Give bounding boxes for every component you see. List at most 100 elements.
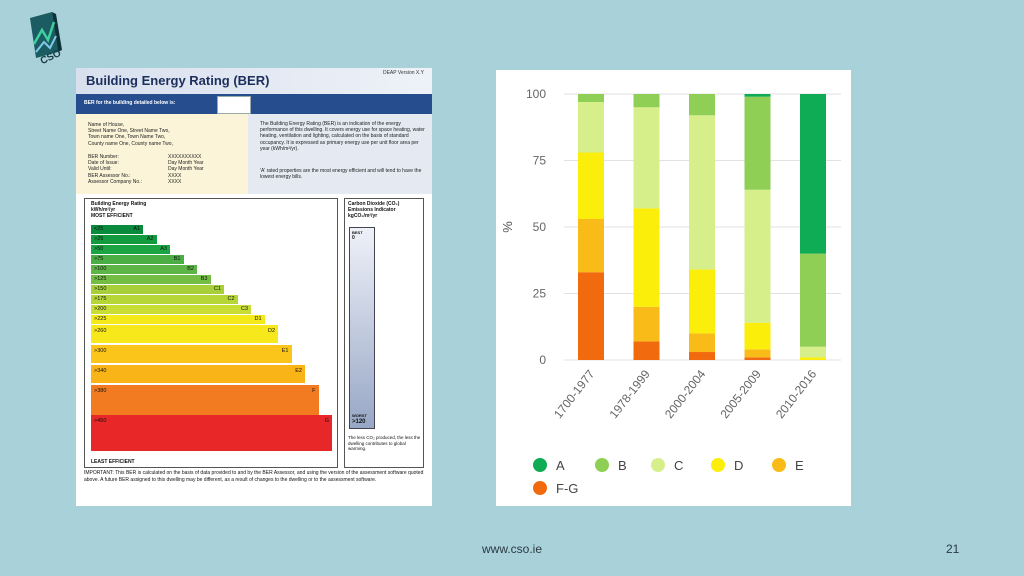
energy-band-c1: >150 C1 [91, 285, 224, 294]
energy-band-label: D2 [267, 328, 275, 334]
legend-swatch-e [772, 458, 786, 472]
x-tick-label: 1978-1999 [606, 367, 653, 421]
ber-description-panel: The Building Energy Rating (BER) is an i… [248, 114, 432, 194]
energy-band-min: >380 [94, 388, 107, 394]
field-row: BER Number: XXXXXXXXXX [88, 154, 248, 160]
scale-title-line: Building Energy Rating [91, 201, 147, 207]
bar-segment-c [578, 101, 604, 153]
bar-segment-c [633, 107, 660, 209]
energy-band-e1: >300 E1 [91, 345, 292, 363]
energy-band-min: >300 [94, 348, 107, 354]
legend-swatch-d [711, 458, 725, 472]
scale-title-line: MOST EFFICIENT [91, 213, 133, 219]
energy-band-min: >150 [94, 286, 107, 292]
bar-segment-f-g [633, 341, 660, 360]
ber-description: The Building Energy Rating (BER) is an i… [260, 121, 425, 152]
legend-swatch-b [595, 458, 609, 472]
energy-band-min: >75 [94, 256, 104, 262]
energy-band-label: A1 [133, 226, 140, 232]
energy-band-min: >100 [94, 266, 107, 272]
bar-segment-b [689, 94, 715, 116]
bar-segment-c [800, 346, 826, 358]
energy-band-label: D1 [254, 316, 262, 322]
energy-band-f: >380 F [91, 385, 319, 415]
bar-segment-e [744, 349, 771, 358]
energy-band-a1: <25 A1 [91, 225, 143, 234]
energy-band-b3: >125 B3 [91, 275, 211, 284]
footer-url[interactable]: www.cso.ie [481, 542, 543, 556]
bar-segment-e [633, 306, 660, 342]
field-label: Date of Issue: [88, 160, 119, 167]
cso-logo: CSO [26, 12, 70, 76]
co2-note: The less CO₂ produced, the less the dwel… [348, 435, 421, 451]
energy-band-label: B3 [200, 276, 208, 282]
y-tick-label: 100 [526, 87, 546, 101]
co2-worst-value: >120 [352, 419, 366, 425]
x-tick-label: 2000-2004 [662, 367, 709, 421]
ber-header: Building Energy Rating (BER) DEAP Versio… [76, 68, 432, 94]
energy-scale: Building Energy Rating kWh/m²/yr MOST EF… [84, 198, 338, 468]
co2-gauge: BEST 0 WORST >120 [349, 227, 375, 429]
co2-best-value: 0 [352, 235, 355, 241]
bar-segment-b [578, 94, 604, 102]
energy-band-label: G [324, 418, 329, 424]
bar-segment-b [744, 96, 771, 190]
energy-band-min: >50 [94, 246, 104, 252]
ber-info-panel: Name of House, Street Name One, Street N… [76, 114, 248, 194]
energy-band-min: >225 [94, 316, 107, 322]
page-number: 21 [946, 542, 960, 556]
energy-band-label: B1 [173, 256, 181, 262]
ber-fields: BER Number: XXXXXXXXXX Date of Issue: Day … [88, 154, 248, 185]
address-line: Street Name One, Street Name Two, [88, 128, 170, 135]
co2-title-line: Carbon Dioxide (CO₂) [348, 201, 400, 207]
field-value: Day Month Year [168, 160, 204, 167]
ber-rating-box [217, 96, 251, 114]
energy-band-b1: >75 B1 [91, 255, 184, 264]
energy-band-d1: >225 D1 [91, 315, 265, 324]
energy-band-e2: >340 E2 [91, 365, 305, 383]
energy-band-min: >175 [94, 296, 107, 302]
energy-band-b2: >100 B2 [91, 265, 197, 274]
legend-swatch-c [651, 458, 665, 472]
bar-segment-b [633, 94, 660, 108]
energy-band-c3: >200 C3 [91, 305, 251, 314]
legend-label: D [734, 458, 743, 473]
y-tick-label: 75 [533, 154, 547, 168]
energy-band-min: >260 [94, 328, 107, 334]
y-tick-label: 50 [533, 220, 547, 234]
legend-label: B [618, 458, 627, 473]
field-value: XXXX [168, 178, 182, 185]
address-line: Name of House, [88, 122, 125, 128]
x-tick-label: 2010-2016 [773, 367, 820, 421]
y-tick-label: 25 [533, 287, 547, 301]
bar-segment-d [633, 208, 660, 307]
field-value: XXXX [168, 172, 182, 179]
energy-band-label: A2 [146, 236, 154, 242]
field-value: Day Month Year [168, 166, 204, 173]
bar-segment-b [800, 253, 826, 347]
energy-band-label: E2 [295, 368, 302, 374]
field-row: Date of Issue: Day Month Year [88, 160, 248, 166]
ber-rating-label: BER for the building detailed below is: [84, 100, 176, 106]
ber-rating-bar: BER for the building detailed below is: [76, 94, 432, 114]
energy-band-label: E1 [281, 348, 289, 354]
least-efficient-label: LEAST EFFICIENT [91, 459, 135, 465]
legend-label: E [795, 458, 804, 473]
energy-band-min: >200 [94, 306, 107, 312]
bar-segment-a [800, 94, 826, 254]
bar-segment-e [578, 219, 604, 273]
energy-band-a2: >25 A2 [91, 235, 157, 244]
field-label: BER Assessor No.: [88, 172, 131, 179]
energy-band-g: >450 G [91, 415, 332, 451]
address-line: County name One, County name Two, [88, 140, 173, 147]
energy-scale-title: Building Energy Rating kWh/m²/yr MOST EF… [91, 201, 211, 219]
bar-segment-f-g [689, 352, 715, 360]
y-tick-label: 0 [539, 353, 546, 367]
bar-segment-a [744, 94, 771, 97]
energy-band-d2: >260 D2 [91, 325, 278, 343]
energy-band-label: B2 [187, 266, 194, 272]
legend-label: C [674, 458, 683, 473]
ber-address: Name of House, Street Name One, Street N… [88, 122, 238, 147]
bar-segment-f-g [578, 272, 604, 360]
